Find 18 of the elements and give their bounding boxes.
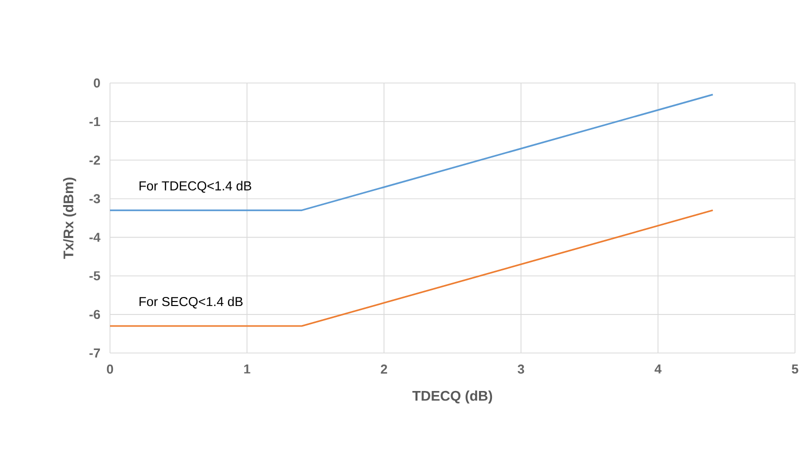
y-tick-label: -7 xyxy=(89,348,100,358)
x-tick-label: 2 xyxy=(380,364,388,374)
x-tick-label: 1 xyxy=(244,364,250,374)
x-tick-label: 0 xyxy=(106,364,114,374)
y-tick-label: 0 xyxy=(94,78,100,88)
x-tick-label: 5 xyxy=(792,364,798,374)
y-tick-label: -4 xyxy=(89,232,100,242)
series-label: For TDECQ<1.4 dB xyxy=(140,180,252,193)
x-tick-label: 4 xyxy=(654,364,662,374)
series-label: For SECQ<1.4 dB xyxy=(140,296,243,308)
y-axis-title: Tx/Rx (dBm) xyxy=(63,178,76,259)
y-tick-label: -5 xyxy=(89,271,100,280)
y-tick-label: -2 xyxy=(89,156,100,165)
x-tick-label: 3 xyxy=(518,364,524,374)
x-axis-title: TDECQ (dB) xyxy=(412,390,492,404)
y-tick-label: -3 xyxy=(89,194,100,204)
y-tick-label: -1 xyxy=(89,117,100,126)
y-tick-label: -6 xyxy=(89,310,100,320)
